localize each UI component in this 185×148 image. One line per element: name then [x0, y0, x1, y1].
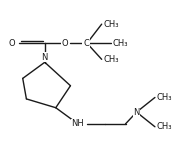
Text: O: O — [62, 39, 68, 48]
Text: N: N — [42, 53, 48, 62]
Text: N: N — [133, 108, 140, 117]
Text: CH₃: CH₃ — [113, 39, 128, 48]
Text: C: C — [83, 39, 89, 48]
Text: CH₃: CH₃ — [104, 20, 119, 29]
Text: CH₃: CH₃ — [157, 93, 172, 102]
Text: CH₃: CH₃ — [104, 55, 119, 64]
Text: NH: NH — [71, 119, 84, 128]
Text: CH₃: CH₃ — [157, 122, 172, 131]
Text: O: O — [9, 39, 15, 48]
